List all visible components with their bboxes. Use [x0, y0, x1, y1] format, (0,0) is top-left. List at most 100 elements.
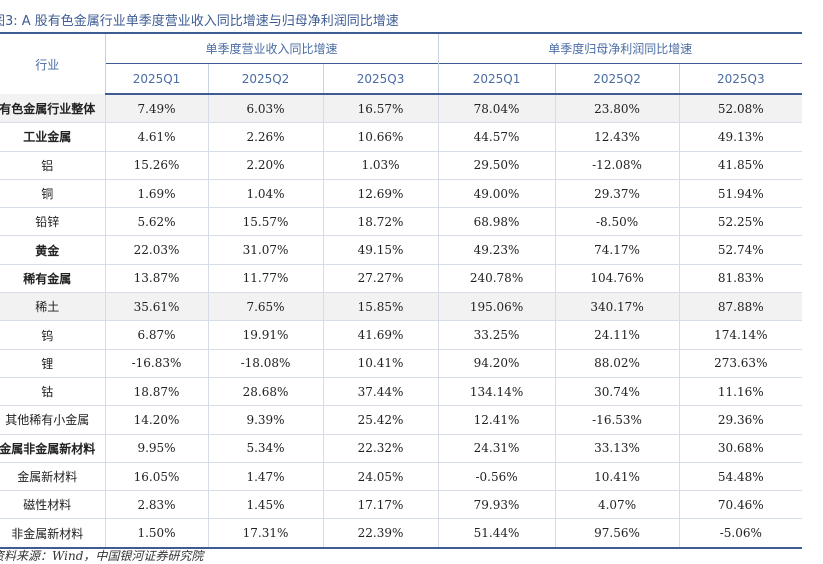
growth-value: 29.36%: [678, 405, 803, 435]
growth-value: 24.05%: [322, 462, 439, 492]
growth-value: 340.17%: [554, 292, 680, 322]
growth-value: 29.37%: [554, 179, 680, 209]
growth-value: 13.87%: [104, 264, 208, 294]
table-row: 非金属新材料 1.50% 17.31% 22.39% 51.44% 97.56% -5.06…: [0, 518, 803, 549]
growth-value: 25.42%: [322, 405, 439, 435]
table-row: 金属非金属新材料 9.95% 5.34% 22.32% 24.31% 33.13% 30.6…: [0, 434, 803, 463]
growth-value: -16.83%: [104, 349, 208, 378]
growth-value: 1.50%: [104, 518, 208, 549]
growth-value: 18.87%: [104, 377, 208, 407]
growth-value: 81.83%: [678, 264, 803, 294]
industry-name: 铝: [0, 151, 105, 180]
growth-value: 54.48%: [678, 462, 803, 492]
growth-table: 行业 单季度营业收入同比增速 单季度归母净利润同比增速 2025Q1 2025Q2…: [0, 32, 803, 549]
table-row: 铝 15.26% 2.20% 1.03% 29.50% -12.08% 41.85%: [0, 151, 803, 180]
growth-value: 15.26%: [104, 151, 208, 180]
table-row: 有色金属行业整体 7.49% 6.03% 16.57% 78.04% 23.80% 52.0…: [0, 94, 803, 124]
growth-value: 11.77%: [207, 264, 323, 294]
growth-value: 52.25%: [678, 207, 803, 237]
growth-value: 5.34%: [207, 434, 323, 463]
growth-value: 18.72%: [322, 207, 439, 237]
growth-value: -8.50%: [554, 207, 680, 237]
growth-value: 9.95%: [104, 434, 208, 463]
growth-value: 27.27%: [322, 264, 439, 294]
growth-value: 273.63%: [678, 349, 803, 378]
growth-value: 24.31%: [437, 434, 556, 463]
table-row: 钨 6.87% 19.91% 41.69% 33.25% 24.11% 174.14%: [0, 320, 803, 350]
growth-value: 10.41%: [322, 349, 439, 378]
industry-name: 铅锌: [0, 207, 105, 237]
growth-value: 33.25%: [437, 320, 556, 350]
growth-value: 31.07%: [207, 235, 323, 265]
growth-value: 1.45%: [207, 490, 323, 520]
growth-value: 15.85%: [322, 292, 439, 322]
growth-value: 4.07%: [554, 490, 680, 520]
industry-name: 钴: [0, 377, 105, 407]
growth-value: 6.03%: [207, 94, 323, 124]
growth-value: 52.08%: [678, 94, 803, 124]
industry-name: 钨: [0, 320, 105, 350]
growth-value: 10.66%: [322, 122, 439, 152]
growth-value: 29.50%: [437, 151, 556, 180]
growth-value: 30.68%: [678, 434, 803, 463]
growth-value: 70.46%: [678, 490, 803, 520]
growth-value: 19.91%: [207, 320, 323, 350]
growth-value: 88.02%: [554, 349, 680, 378]
table-caption: 图3: A 股有色金属行业单季度营业收入同比增速与归母净利润同比增速: [0, 14, 399, 29]
table-row: 其他稀有小金属 14.20% 9.39% 25.42% 12.41% -16.53% 29.…: [0, 405, 803, 435]
quarter-header: 2025Q3: [322, 63, 439, 95]
growth-value: 30.74%: [554, 377, 680, 407]
growth-value: 195.06%: [437, 292, 556, 322]
industry-name: 其他稀有小金属: [0, 405, 105, 435]
growth-value: 1.69%: [104, 179, 208, 209]
growth-value: -5.06%: [678, 518, 803, 549]
growth-value: 17.17%: [322, 490, 439, 520]
growth-value: 4.61%: [104, 122, 208, 152]
growth-value: 49.00%: [437, 179, 556, 209]
growth-value: 17.31%: [207, 518, 323, 549]
growth-value: 15.57%: [207, 207, 323, 237]
quarter-header: 2025Q3: [678, 63, 803, 95]
growth-value: -16.53%: [554, 405, 680, 435]
growth-value: 37.44%: [322, 377, 439, 407]
growth-value: 41.85%: [678, 151, 803, 180]
quarter-header: 2025Q2: [207, 63, 323, 95]
growth-value: 7.49%: [104, 94, 208, 124]
table-row: 金属新材料 16.05% 1.47% 24.05% -0.56% 10.41% 54.48%: [0, 462, 803, 492]
industry-name: 工业金属: [0, 122, 105, 152]
source-note: 资料来源：Wind，中国银河证券研究院: [0, 549, 204, 563]
table-row: 钴 18.87% 28.68% 37.44% 134.14% 30.74% 11.16%: [0, 377, 803, 407]
profit-group-header: 单季度归母净利润同比增速: [437, 32, 803, 64]
growth-value: 79.93%: [437, 490, 556, 520]
growth-value: 6.87%: [104, 320, 208, 350]
growth-value: 22.32%: [322, 434, 439, 463]
growth-value: 33.13%: [554, 434, 680, 463]
growth-value: 87.88%: [678, 292, 803, 322]
growth-value: 7.65%: [207, 292, 323, 322]
growth-value: 24.11%: [554, 320, 680, 350]
quarter-header: 2025Q1: [104, 63, 208, 95]
table-row: 工业金属 4.61% 2.26% 10.66% 44.57% 12.43% 49.13%: [0, 122, 803, 152]
table-row: 黄金 22.03% 31.07% 49.15% 49.23% 74.17% 52.74%: [0, 235, 803, 265]
growth-value: 49.15%: [322, 235, 439, 265]
industry-header: 行业: [0, 32, 105, 94]
growth-value: -18.08%: [207, 349, 323, 378]
industry-name: 稀有金属: [0, 264, 105, 294]
table-row: 铜 1.69% 1.04% 12.69% 49.00% 29.37% 51.94%: [0, 179, 803, 209]
growth-value: 2.26%: [207, 122, 323, 152]
growth-value: 97.56%: [554, 518, 680, 549]
industry-name: 稀土: [0, 292, 105, 322]
growth-value: 5.62%: [104, 207, 208, 237]
growth-value: 134.14%: [437, 377, 556, 407]
growth-value: 52.74%: [678, 235, 803, 265]
table-row: 铅锌 5.62% 15.57% 18.72% 68.98% -8.50% 52.25%: [0, 207, 803, 237]
growth-value: 51.94%: [678, 179, 803, 209]
growth-value: 14.20%: [104, 405, 208, 435]
growth-value: 94.20%: [437, 349, 556, 378]
table-row: 稀有金属 13.87% 11.77% 27.27% 240.78% 104.76% 81.8…: [0, 264, 803, 294]
industry-name: 非金属新材料: [0, 518, 105, 549]
growth-value: 28.68%: [207, 377, 323, 407]
growth-value: -12.08%: [554, 151, 680, 180]
industry-name: 金属非金属新材料: [0, 434, 105, 463]
growth-value: 35.61%: [104, 292, 208, 322]
